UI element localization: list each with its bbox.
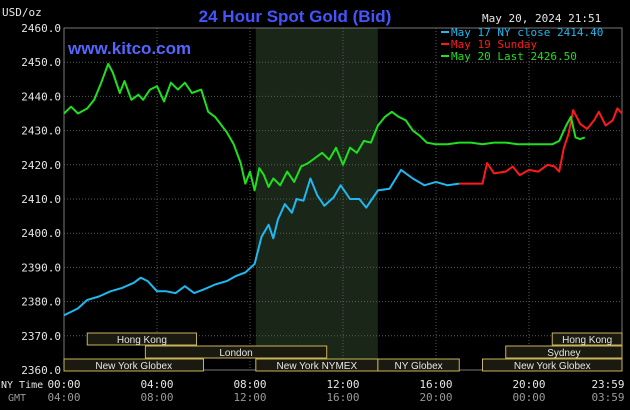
session-bar <box>505 345 623 359</box>
x-tick-label-gmt: 12:00 <box>233 391 266 404</box>
y-tick-label: 2460.0 <box>21 22 61 35</box>
legend-entry: May 19 Sunday <box>451 38 537 51</box>
y-tick-label: 2440.0 <box>21 90 61 103</box>
timestamp: May 20, 2024 21:51 <box>482 12 601 25</box>
x-tick-label-gmt: 04:00 <box>47 391 80 404</box>
y-tick-label: 2430.0 <box>21 125 61 138</box>
x-tick-label-ny: 16:00 <box>419 378 452 391</box>
session-bar <box>63 358 204 372</box>
y-tick-label: 2380.0 <box>21 296 61 309</box>
y-tick-label: 2400.0 <box>21 227 61 240</box>
session-label: London <box>219 348 252 359</box>
ny-time-label: NY Time <box>1 380 43 391</box>
x-tick-label-ny: 08:00 <box>233 378 266 391</box>
x-tick-label-gmt: 20:00 <box>419 391 452 404</box>
x-tick-label-ny: 00:00 <box>47 378 80 391</box>
session-label: Hong Kong <box>117 335 167 346</box>
x-tick-label-ny: 23:59 <box>591 378 624 391</box>
x-tick-label-gmt: 03:59 <box>591 391 624 404</box>
gmt-label: GMT <box>8 393 26 404</box>
y-axis-ticks: 2460.0 2450.0 2440.0 2430.0 2420.0 2410.0 2400… <box>21 22 61 377</box>
session-bar <box>144 345 328 359</box>
market-sessions: Hong Kong London New York Globex New York N… <box>63 332 623 372</box>
session-bar <box>551 332 623 346</box>
x-tick-label-ny: 20:00 <box>512 378 545 391</box>
x-axis-ticks: 00:0004:0004:0008:0008:0012:0012:0016:00… <box>47 378 624 404</box>
session-bar <box>482 358 623 372</box>
x-tick-label-ny: 04:00 <box>140 378 173 391</box>
session-label: Hong Kong <box>562 335 612 346</box>
y-tick-label: 2370.0 <box>21 330 61 343</box>
series-line <box>63 62 586 192</box>
series-line <box>459 107 623 185</box>
session-label: NY Globex <box>394 361 442 372</box>
session-label: New York Globex <box>514 361 591 372</box>
session-label: New York Globex <box>95 361 172 372</box>
y-tick-label: 2450.0 <box>21 56 61 69</box>
series-line <box>63 168 460 317</box>
session-bar <box>377 358 460 372</box>
units-label: USD/oz <box>2 6 42 19</box>
legend-entry: May 17 NY close 2414.40 <box>451 26 603 39</box>
session-label: Sydney <box>547 348 580 359</box>
x-tick-label-gmt: 00:00 <box>512 391 545 404</box>
y-tick-label: 2410.0 <box>21 193 61 206</box>
y-tick-label: 2390.0 <box>21 261 61 274</box>
y-tick-label: 2420.0 <box>21 159 61 172</box>
watermark: www.kitco.com <box>67 39 191 58</box>
x-tick-label-gmt: 08:00 <box>140 391 173 404</box>
x-tick-label-gmt: 16:00 <box>326 391 359 404</box>
y-tick-label: 2360.0 <box>21 364 61 377</box>
session-bar <box>86 332 198 346</box>
series-lines <box>63 62 623 317</box>
chart-title: 24 Hour Spot Gold (Bid) <box>199 7 392 26</box>
x-tick-label-ny: 12:00 <box>326 378 359 391</box>
legend-entry: May 20 Last 2426.50 <box>451 50 577 63</box>
session-label: New York NYMEX <box>277 361 358 372</box>
